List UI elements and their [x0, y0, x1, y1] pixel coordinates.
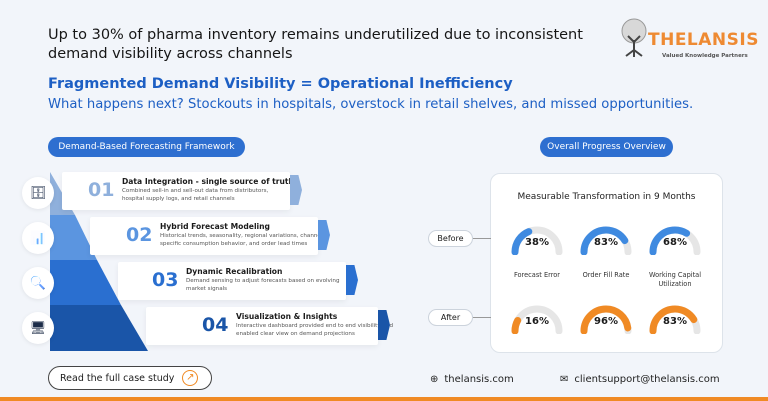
- pyramid-band-4: [50, 305, 148, 351]
- framework-step-2: 02 Hybrid Forecast Modeling Historical t…: [90, 217, 330, 255]
- framework-title-pill: Demand-Based Forecasting Framework: [48, 137, 245, 157]
- step-title: Dynamic Recalibration: [186, 267, 283, 276]
- email-link[interactable]: ✉ clientsupport@thelansis.com: [560, 374, 720, 385]
- step-arrow-tab: [318, 220, 330, 250]
- gauge-value: 38%: [525, 237, 549, 248]
- before-gauge: 68%: [645, 221, 705, 256]
- step-description: Demand sensing to adjust forecasts based…: [186, 278, 340, 292]
- cta-label: Read the full case study: [60, 372, 175, 384]
- gauge-fill: [580, 305, 632, 335]
- database-icon: 🗄: [22, 177, 54, 209]
- framework-step-1: 01 Data Integration - single source of t…: [62, 172, 302, 210]
- gauge-value: 96%: [594, 316, 618, 327]
- gauge-fill: [649, 305, 701, 335]
- gauge-fill: [511, 305, 563, 335]
- gauge-value: 16%: [525, 316, 549, 327]
- before-gauge: 83%: [576, 221, 636, 256]
- before-connector: [473, 238, 491, 239]
- headline: Up to 30% of pharma inventory remains un…: [48, 27, 583, 62]
- gauge-fill: [580, 226, 632, 256]
- logo-name: THELANSIS: [648, 30, 759, 50]
- framework-step-3: 03 Dynamic Recalibration Demand sensing …: [118, 262, 358, 300]
- results-panel: Measurable Transformation in 9 Months 38…: [490, 173, 723, 353]
- pyramid-band-2: [50, 215, 97, 260]
- gauge-value: 83%: [663, 316, 687, 327]
- after-label: After: [428, 309, 473, 326]
- dashboard-icon: 🖥: [22, 312, 54, 344]
- step-arrow-tab: [346, 265, 358, 295]
- step-title: Visualization & Insights: [236, 312, 338, 321]
- step-title: Data Integration - single source of trut…: [122, 177, 294, 186]
- step-number: 04: [202, 314, 229, 336]
- progress-title-pill: Overall Progress Overview: [540, 137, 673, 157]
- step-description: Historical trends, seasonality, regional…: [160, 233, 325, 247]
- step-arrow-tab: [290, 175, 302, 205]
- chart-icon: 📊: [22, 222, 54, 254]
- framework-step-4: 04 Visualization & Insights Interactive …: [146, 307, 393, 345]
- gauge-value: 83%: [594, 237, 618, 248]
- pyramid: [50, 172, 148, 351]
- step-number: 03: [152, 269, 179, 291]
- panel-title: Measurable Transformation in 9 Months: [517, 192, 696, 202]
- pyramid-band-3: [50, 260, 121, 305]
- subheading: Fragmented Demand Visibility = Operation…: [48, 76, 513, 92]
- logo-tree-icon: [616, 18, 652, 62]
- after-gauge: 83%: [645, 300, 705, 335]
- arrow-up-right-icon: ↗: [182, 370, 199, 386]
- step-arrow-tab: [378, 310, 390, 340]
- read-case-study-button[interactable]: Read the full case study ↗: [48, 366, 212, 390]
- website-link[interactable]: ⊕ thelansis.com: [430, 374, 514, 385]
- after-gauge: 16%: [507, 300, 567, 335]
- analysis-icon: 🔍: [22, 267, 54, 299]
- after-connector: [473, 317, 491, 318]
- metric-label: Forecast Error: [513, 271, 561, 279]
- before-label: Before: [428, 230, 473, 247]
- tagline: What happens next? Stockouts in hospital…: [48, 97, 694, 112]
- mail-icon: ✉: [560, 374, 569, 385]
- globe-icon: ⊕: [430, 374, 439, 385]
- after-gauge: 96%: [576, 300, 636, 335]
- metric-label: Order Fill Rate: [582, 271, 630, 279]
- gauge-fill: [511, 226, 563, 256]
- before-gauge: 38%: [507, 221, 567, 256]
- step-description: Combined sell-in and sell-out data from …: [122, 188, 269, 202]
- bottom-accent-bar: [0, 397, 768, 401]
- step-description: Interactive dashboard provided end to en…: [236, 323, 393, 337]
- step-number: 01: [88, 179, 115, 201]
- logo-slogan: Valued Knowledge Partners: [662, 53, 748, 59]
- step-number: 02: [126, 224, 153, 246]
- gauge-value: 68%: [663, 237, 687, 248]
- gauge-fill: [649, 226, 701, 256]
- metric-label: Working Capital Utilization: [648, 271, 702, 288]
- step-title: Hybrid Forecast Modeling: [160, 222, 270, 231]
